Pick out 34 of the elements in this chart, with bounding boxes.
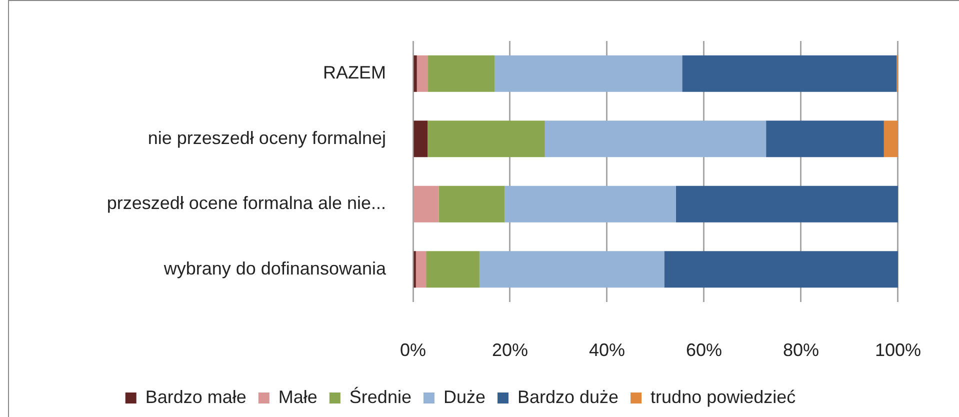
x-tick-label: 40% (588, 340, 626, 360)
bar (438, 186, 505, 222)
legend-label: trudno powiedzieć (650, 386, 796, 407)
bar (479, 251, 664, 288)
bar (884, 120, 898, 158)
bar (416, 55, 428, 92)
bar (414, 186, 439, 222)
legend-label: Bardzo duże (517, 386, 619, 407)
bar (676, 186, 898, 222)
legend-label: Duże (443, 386, 486, 407)
y-tick-label: RAZEM (323, 62, 386, 83)
bar (766, 120, 884, 158)
legend-label: Średnie (349, 386, 412, 407)
legend-label: Bardzo małe (145, 386, 246, 407)
bar (416, 251, 426, 288)
y-tick-label: wybrany do dofinansowania (162, 258, 387, 278)
y-tick-label: przeszedł ocene formalna ale nie... (106, 193, 386, 214)
x-tick-label: 60% (686, 340, 722, 360)
bar (504, 186, 676, 222)
bar (544, 120, 766, 158)
y-tick-label: nie przeszedł oceny formalnej (148, 128, 386, 148)
bar (414, 120, 428, 158)
bar (682, 55, 897, 92)
bar (426, 251, 480, 288)
legend-label: Małe (278, 386, 318, 407)
x-tick-label: 20% (492, 340, 528, 360)
bar (664, 251, 898, 288)
bar (428, 55, 494, 92)
x-tick-label: 80% (782, 340, 819, 360)
x-tick-label: 0% (400, 340, 426, 360)
bar (414, 55, 417, 92)
bar (428, 120, 545, 158)
bar (494, 55, 682, 92)
x-tick-label: 100% (874, 340, 922, 360)
